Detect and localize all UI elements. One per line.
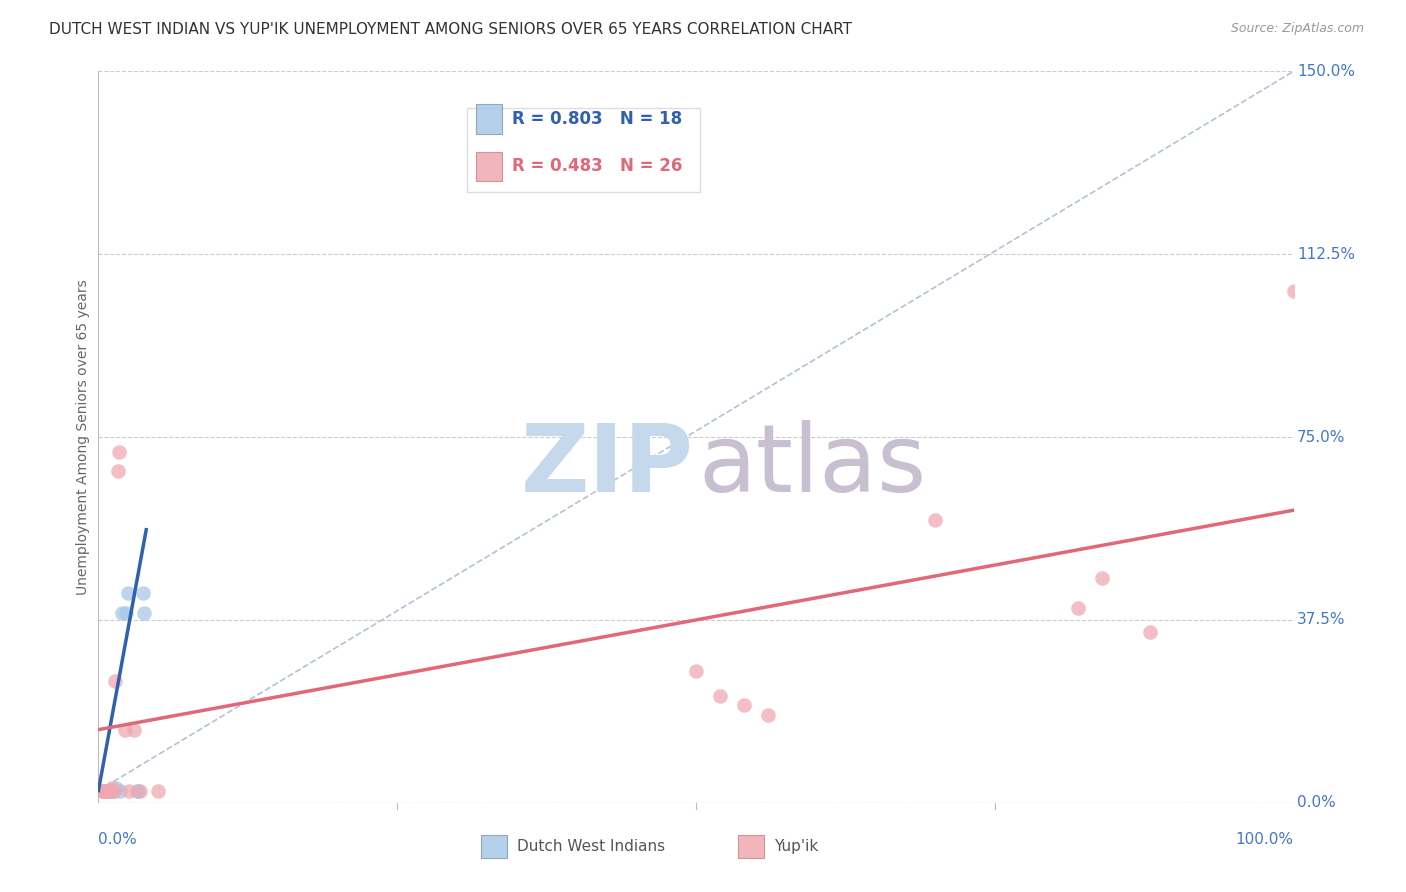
Point [101,783,124,797]
Point [91,783,114,797]
Text: 75.0%: 75.0% [1298,430,1346,444]
Point [103,783,125,797]
Point [96,783,118,797]
Text: 100.0%: 100.0% [1236,832,1294,847]
Text: 0.0%: 0.0% [1298,796,1336,810]
Point [97,783,120,797]
Text: 112.5%: 112.5% [1298,247,1355,261]
Bar [477,104,502,134]
Text: 37.5%: 37.5% [1298,613,1346,627]
Text: R = 0.803   N = 18: R = 0.803 N = 18 [512,110,682,128]
Point [117,586,139,600]
Text: R = 0.483   N = 26: R = 0.483 N = 26 [512,158,682,176]
Point [103,783,125,797]
Point [131,586,153,600]
Bar [738,835,763,858]
Point [105,781,128,796]
Point [111,606,134,620]
Point [118,783,141,797]
Point [132,606,155,620]
FancyBboxPatch shape [467,108,700,192]
Point [94,783,117,797]
Point [100,783,122,797]
Point [107,444,129,458]
Text: 0.0%: 0.0% [98,832,138,847]
Point [108,783,131,797]
Text: atlas: atlas [699,420,927,512]
Point [125,783,148,797]
Point [733,698,755,713]
Text: 150.0%: 150.0% [1298,64,1355,78]
Point [148,783,170,797]
Point [709,689,731,703]
Point [104,673,127,688]
Point [756,708,779,723]
Point [127,783,149,797]
Point [100,781,122,796]
Point [1067,600,1090,615]
Point [1282,284,1305,298]
Point [98,783,122,797]
Point [685,664,707,678]
Point [98,783,122,797]
Point [97,783,120,797]
Bar [481,835,508,858]
Point [924,513,946,527]
Point [98,783,121,797]
Point [91,783,114,797]
Text: Dutch West Indians: Dutch West Indians [517,839,665,855]
Point [124,723,146,737]
Point [1091,572,1114,586]
Point [1139,625,1161,640]
Point [93,783,115,797]
Point [129,783,152,797]
Y-axis label: Unemployment Among Seniors over 65 years: Unemployment Among Seniors over 65 years [76,279,90,595]
Text: Yup'ik: Yup'ik [773,839,818,855]
Point [115,606,138,620]
Point [114,723,136,737]
Text: ZIP: ZIP [520,420,693,512]
Point [107,464,129,478]
Bar [477,152,502,181]
Text: DUTCH WEST INDIAN VS YUP'IK UNEMPLOYMENT AMONG SENIORS OVER 65 YEARS CORRELATION: DUTCH WEST INDIAN VS YUP'IK UNEMPLOYMENT… [49,22,852,37]
Point [91,783,114,797]
Point [94,783,117,797]
Point [96,783,118,797]
Text: Source: ZipAtlas.com: Source: ZipAtlas.com [1230,22,1364,36]
